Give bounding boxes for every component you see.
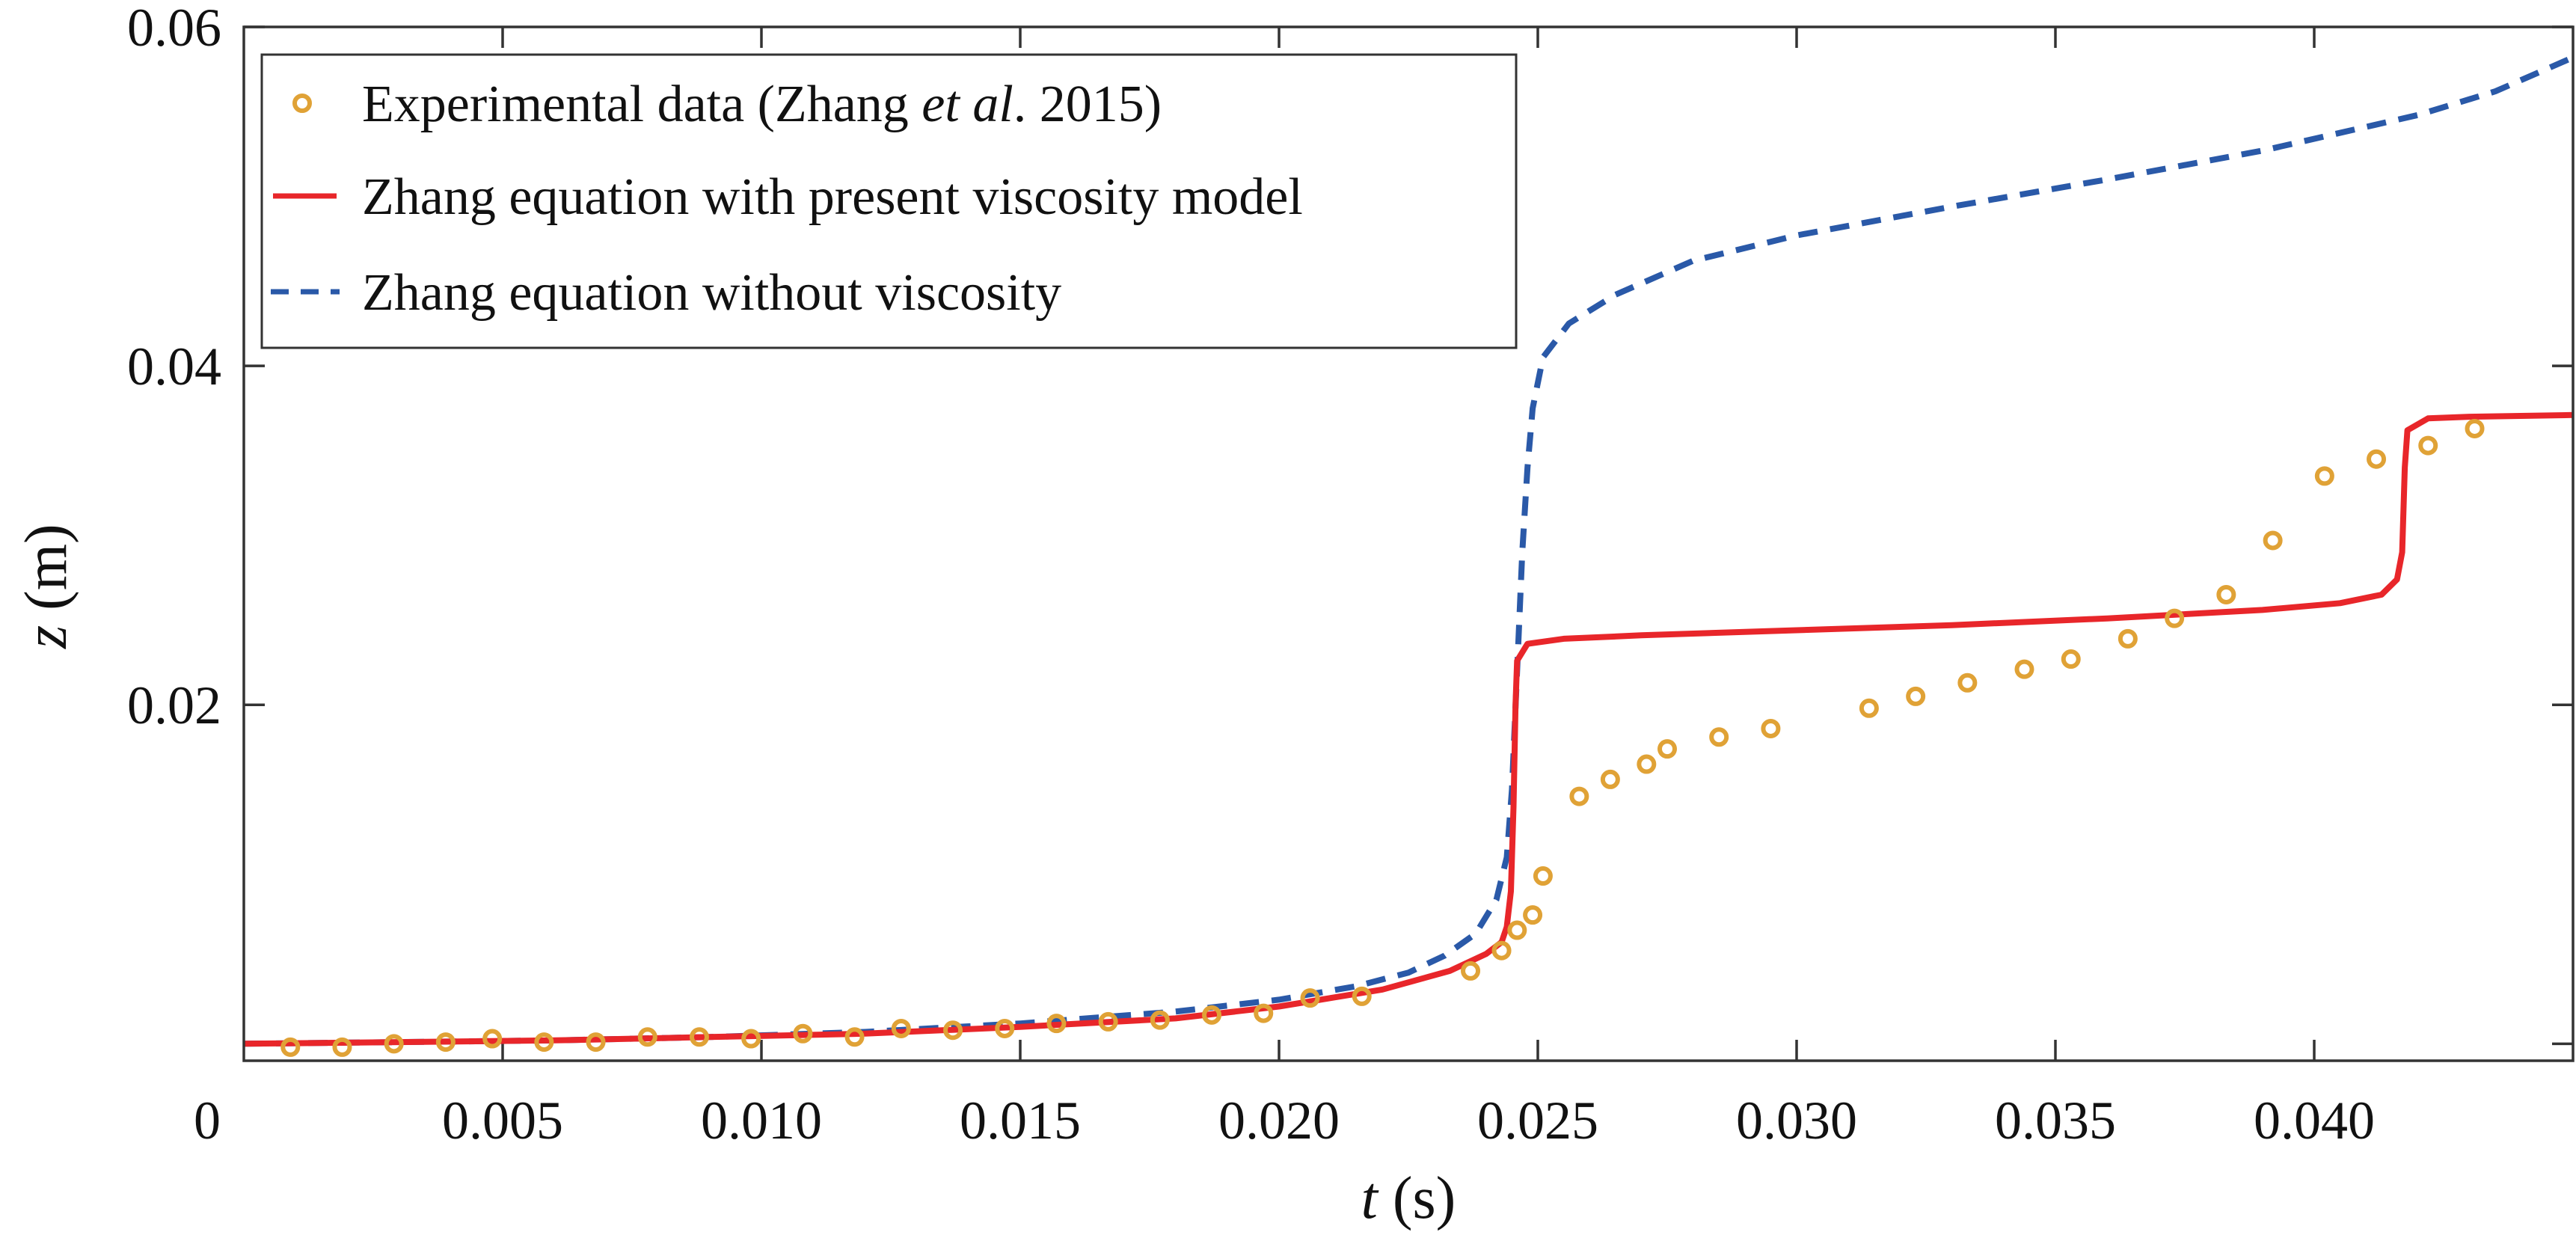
plot-area	[244, 55, 2573, 1057]
y-tick-label: 0.02	[127, 675, 221, 735]
data-point-experimental	[1507, 920, 1527, 940]
data-point-experimental	[2165, 608, 2185, 628]
x-tick-label: 0.030	[1736, 1091, 1857, 1150]
data-point-experimental	[1254, 1003, 1274, 1023]
x-tick-label: 0.005	[442, 1091, 563, 1150]
data-point-experimental	[2465, 418, 2485, 438]
y-axis-unit: (m)	[13, 524, 79, 625]
data-point-experimental	[1150, 1010, 1170, 1030]
data-point-experimental	[2014, 659, 2034, 679]
y-tick-label: 0.04	[127, 337, 221, 396]
data-point-experimental	[586, 1032, 606, 1053]
x-tick-label: 0	[194, 1091, 221, 1150]
data-point-experimental	[1569, 786, 1589, 806]
data-point-experimental	[637, 1027, 657, 1047]
data-point-experimental	[1046, 1014, 1067, 1034]
data-point-experimental	[534, 1032, 554, 1053]
legend-label-inviscid: Zhang equation without viscosity	[362, 264, 1061, 322]
y-axis-title: z (m)	[13, 524, 79, 649]
data-point-experimental	[1600, 769, 1620, 789]
data-point-experimental	[482, 1029, 503, 1049]
data-point-experimental	[1202, 1005, 1222, 1025]
data-point-experimental	[1300, 988, 1320, 1008]
data-point-experimental	[1859, 698, 1879, 718]
legend-marker-experimental	[292, 94, 312, 113]
data-point-experimental	[384, 1034, 404, 1054]
series-experimental	[280, 418, 2485, 1057]
data-point-experimental	[741, 1029, 761, 1049]
data-point-experimental	[1657, 739, 1677, 759]
x-axis-unit: (s)	[1378, 1165, 1456, 1231]
legend-label-experimental-part1: Experimental data (Zhang	[362, 76, 921, 133]
x-tick-label: 0.015	[960, 1091, 1081, 1150]
plot-frame	[242, 25, 2575, 1062]
data-point-experimental	[1957, 672, 1978, 693]
legend-label-experimental-italic: et al	[921, 76, 1013, 133]
data-point-experimental	[1098, 1011, 1118, 1032]
data-point-experimental	[1533, 866, 1553, 886]
data-point-experimental	[995, 1018, 1015, 1038]
y-axis-ticks: 0.02 0.04 0.06	[127, 0, 2573, 1046]
data-point-experimental	[2117, 628, 2138, 649]
legend-label-viscous: Zhang equation with present viscosity mo…	[362, 168, 1303, 226]
x-tick-label: 0.035	[1995, 1091, 2116, 1150]
data-point-experimental	[435, 1032, 456, 1053]
legend: Experimental data (Zhang et al. 2015) Zh…	[260, 53, 1518, 349]
data-point-experimental	[1491, 940, 1512, 960]
data-point-experimental	[689, 1027, 709, 1047]
x-axis-title: t (s)	[1361, 1165, 1456, 1231]
legend-box	[260, 53, 1518, 349]
data-point-experimental	[793, 1023, 813, 1044]
x-tick-label: 0.020	[1218, 1091, 1340, 1150]
data-point-experimental	[332, 1037, 352, 1057]
data-point-experimental	[1906, 686, 1926, 706]
data-point-experimental	[1461, 960, 1481, 981]
data-point-experimental	[2061, 649, 2081, 670]
x-tick-label: 0.025	[1477, 1091, 1598, 1150]
data-point-experimental	[2263, 530, 2283, 551]
data-point-experimental	[1709, 727, 1729, 747]
y-axis-variable: z	[13, 625, 79, 649]
data-point-experimental	[2314, 466, 2334, 486]
x-tick-label: 0.040	[2254, 1091, 2375, 1150]
series-layer	[244, 55, 2573, 1057]
data-point-experimental	[891, 1018, 911, 1038]
data-point-experimental	[1761, 718, 1781, 738]
x-tick-label: 0.010	[701, 1091, 822, 1150]
data-point-experimental	[1352, 986, 1372, 1006]
y-tick-label: 0.06	[127, 0, 221, 58]
data-point-experimental	[1637, 754, 1657, 774]
data-point-experimental	[2418, 435, 2438, 456]
data-point-experimental	[1523, 905, 1543, 925]
x-axis-ticks: 0 0.005 0.010 0.015 0.020 0.025 0.030 0.035 0.04…	[194, 27, 2375, 1150]
x-axis-variable: t	[1361, 1165, 1379, 1231]
data-point-experimental	[2367, 449, 2387, 469]
legend-label-experimental-part2: . 2015)	[1013, 76, 1162, 133]
data-point-experimental	[844, 1027, 865, 1047]
data-point-experimental	[943, 1020, 963, 1041]
data-point-experimental	[280, 1037, 301, 1057]
data-point-experimental	[2216, 584, 2236, 604]
series-line-viscous	[244, 411, 2573, 1047]
legend-label-experimental: Experimental data (Zhang et al. 2015)	[362, 76, 1162, 133]
